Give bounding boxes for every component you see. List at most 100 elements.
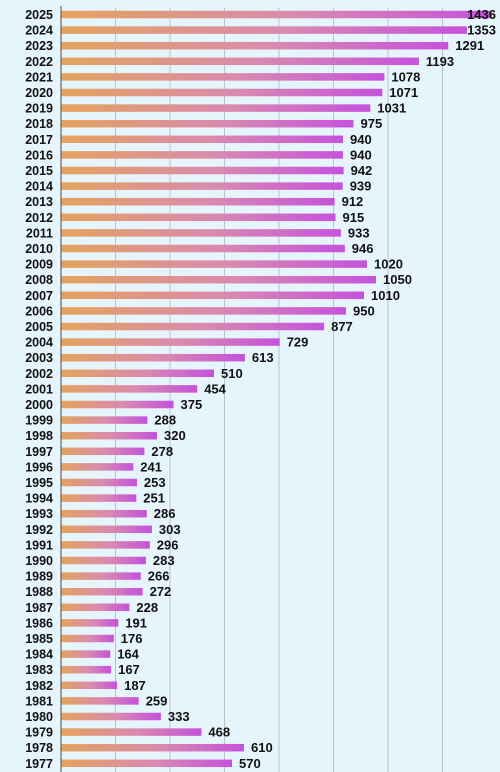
category-label: 2017 <box>25 133 53 147</box>
value-label: 320 <box>164 428 186 443</box>
value-labels: 1436135312911193107810711031975940940942… <box>117 7 496 771</box>
category-label: 2004 <box>25 336 53 350</box>
value-label: 1436 <box>467 7 496 22</box>
value-label: 1193 <box>426 54 454 69</box>
value-label: 167 <box>118 662 140 677</box>
bar-1983 <box>61 665 112 674</box>
category-label: 2022 <box>25 55 53 69</box>
category-label: 2019 <box>25 102 53 116</box>
bar-1994 <box>61 494 137 502</box>
category-label: 1999 <box>25 414 53 428</box>
category-label: 2007 <box>25 289 53 303</box>
bar-2005 <box>61 322 325 331</box>
bar-1987 <box>61 603 130 612</box>
bar-2003 <box>61 353 245 362</box>
bar-2017 <box>61 135 343 144</box>
category-label: 2021 <box>25 70 53 84</box>
category-label: 2024 <box>25 24 53 38</box>
category-label: 1992 <box>25 523 53 537</box>
category-label: 1987 <box>25 601 53 615</box>
bars <box>61 10 492 768</box>
category-label: 2012 <box>25 211 53 225</box>
value-label: 253 <box>144 475 166 490</box>
value-label: 940 <box>350 132 372 147</box>
value-label: 946 <box>352 241 374 256</box>
bar-2025 <box>61 10 492 19</box>
category-label: 1990 <box>25 554 53 568</box>
category-label: 2018 <box>25 117 53 131</box>
value-label: 940 <box>350 147 372 162</box>
category-label: 1995 <box>25 476 53 490</box>
bar-2012 <box>61 213 336 222</box>
value-label: 1071 <box>389 85 418 100</box>
value-label: 939 <box>350 179 372 194</box>
value-label: 613 <box>252 350 274 365</box>
category-label: 2025 <box>25 8 53 22</box>
value-label: 278 <box>151 444 173 459</box>
bar-1981 <box>61 697 139 705</box>
category-label: 1986 <box>25 616 53 630</box>
bar-1995 <box>61 478 137 487</box>
bar-1993 <box>61 509 147 518</box>
bar-1990 <box>61 556 146 565</box>
value-label: 251 <box>143 491 165 506</box>
category-label: 1979 <box>25 726 53 740</box>
bar-1978 <box>61 743 244 752</box>
value-label: 1353 <box>467 23 496 38</box>
bar-2004 <box>61 338 280 346</box>
bar-1992 <box>61 525 152 534</box>
bar-2024 <box>61 26 467 34</box>
bar-2022 <box>61 57 419 66</box>
value-label: 933 <box>348 225 370 240</box>
bar-2018 <box>61 119 354 128</box>
value-label: 272 <box>150 584 172 599</box>
bar-1980 <box>61 712 161 721</box>
value-label: 333 <box>168 709 190 724</box>
category-label: 2003 <box>25 351 53 365</box>
value-label: 570 <box>239 756 261 771</box>
category-label: 1998 <box>25 429 53 443</box>
bar-1991 <box>61 541 150 549</box>
value-label: 176 <box>121 631 143 646</box>
grid-lines <box>115 8 443 772</box>
value-label: 1291 <box>455 38 484 53</box>
value-label: 283 <box>153 553 175 568</box>
value-label: 454 <box>204 381 226 396</box>
value-label: 164 <box>117 647 139 662</box>
bar-1979 <box>61 728 202 736</box>
value-label: 375 <box>181 397 203 412</box>
bar-2019 <box>61 104 371 112</box>
value-label: 610 <box>251 740 273 755</box>
value-label: 468 <box>208 725 230 740</box>
value-label: 1050 <box>383 272 412 287</box>
value-label: 1078 <box>391 69 420 84</box>
value-label: 191 <box>125 615 147 630</box>
bar-2016 <box>61 151 343 159</box>
value-label: 1010 <box>371 288 400 303</box>
category-label: 2000 <box>25 398 53 412</box>
category-label: 1996 <box>25 460 53 474</box>
bar-1996 <box>61 463 134 471</box>
category-label: 1997 <box>25 445 53 459</box>
value-label: 266 <box>148 569 170 584</box>
bar-2009 <box>61 260 367 268</box>
category-label: 1982 <box>25 679 53 693</box>
value-label: 975 <box>361 116 383 131</box>
bar-2006 <box>61 307 346 315</box>
bar-1988 <box>61 587 143 596</box>
bar-2002 <box>61 369 214 378</box>
category-label: 1991 <box>25 538 53 552</box>
bar-2007 <box>61 291 364 300</box>
value-label: 259 <box>146 693 168 708</box>
bar-2014 <box>61 182 343 190</box>
category-label: 2006 <box>25 304 53 318</box>
value-label: 915 <box>343 210 365 225</box>
value-label: 286 <box>154 506 176 521</box>
bar-2001 <box>61 385 198 393</box>
value-label: 950 <box>353 303 375 318</box>
bar-2020 <box>61 88 383 97</box>
bar-1997 <box>61 447 145 456</box>
bar-1984 <box>61 650 111 658</box>
